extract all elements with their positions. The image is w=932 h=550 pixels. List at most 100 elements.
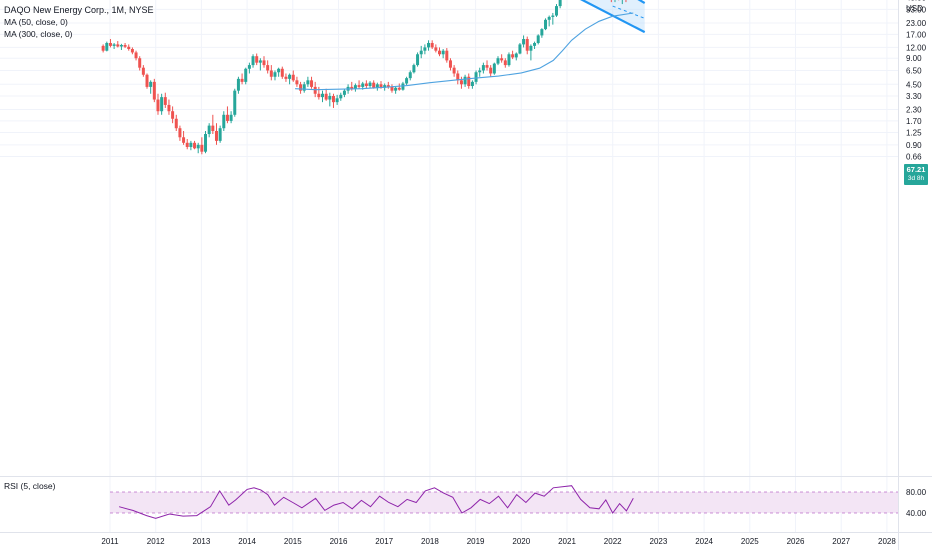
ma300-legend[interactable]: MA (300, close, 0) bbox=[4, 29, 73, 39]
last-price-value: 67.21 bbox=[906, 165, 926, 174]
ma50-legend[interactable]: MA (50, close, 0) bbox=[4, 17, 68, 27]
candle bbox=[459, 76, 463, 89]
candle bbox=[225, 106, 229, 124]
candle bbox=[529, 44, 533, 61]
candle-body bbox=[295, 80, 299, 85]
time-axis-label: 2028 bbox=[878, 537, 896, 546]
candle bbox=[247, 62, 251, 74]
candle bbox=[185, 139, 189, 150]
candle bbox=[452, 65, 456, 77]
candle-body bbox=[299, 84, 303, 91]
candle bbox=[614, 0, 616, 3]
symbol-title[interactable]: DAQO New Energy Corp., 1M, NYSE bbox=[4, 5, 154, 15]
candle bbox=[108, 39, 112, 48]
candle bbox=[375, 82, 379, 91]
candle-body bbox=[101, 45, 105, 51]
candle-body bbox=[405, 78, 409, 84]
candle bbox=[547, 15, 551, 27]
rsi-axis-label: 80.00 bbox=[906, 488, 927, 497]
candle-body bbox=[178, 128, 182, 138]
candle-body bbox=[448, 60, 452, 68]
price-axis[interactable]: 720.00520.00380.00280.00200.00150.00110.… bbox=[906, 0, 931, 161]
candle bbox=[149, 80, 153, 94]
candle bbox=[299, 81, 303, 94]
candle-body bbox=[368, 82, 372, 87]
candle-body bbox=[182, 137, 186, 143]
candle-body bbox=[127, 46, 131, 50]
candle-body bbox=[423, 47, 427, 51]
candle bbox=[160, 93, 164, 115]
candle bbox=[405, 76, 409, 86]
candle bbox=[463, 74, 467, 87]
candle bbox=[284, 73, 288, 82]
candle-body bbox=[291, 74, 295, 81]
candle-body bbox=[401, 83, 405, 90]
rsi-axis[interactable]: 80.00 40.00 bbox=[906, 488, 927, 518]
candle-body bbox=[123, 44, 127, 47]
candle-body bbox=[247, 65, 251, 69]
candle-body bbox=[507, 54, 511, 66]
candle-body bbox=[485, 65, 489, 68]
time-axis-label: 2021 bbox=[558, 537, 576, 546]
candle bbox=[156, 93, 160, 115]
candle bbox=[625, 0, 627, 3]
time-axis-label: 2023 bbox=[650, 537, 668, 546]
candle-body bbox=[478, 70, 482, 73]
channel-fill[interactable] bbox=[563, 0, 645, 33]
rsi-axis-label: 40.00 bbox=[906, 509, 927, 518]
candle-body bbox=[383, 85, 387, 88]
time-axis[interactable]: 2011 2012 2013 2014 2015 2016 2017 2018 2019 2020… bbox=[101, 537, 896, 546]
candle bbox=[467, 73, 471, 89]
price-axis-label: 1.25 bbox=[906, 128, 922, 137]
candle bbox=[386, 81, 390, 89]
candle-body bbox=[430, 42, 434, 48]
candle bbox=[255, 53, 259, 66]
candle bbox=[364, 80, 368, 89]
candle bbox=[485, 60, 489, 71]
candle-body bbox=[310, 80, 314, 87]
candle-body bbox=[379, 84, 383, 88]
price-axis-label: 23.00 bbox=[906, 19, 927, 28]
candle-body bbox=[419, 50, 423, 55]
candle-body bbox=[171, 111, 175, 119]
candle bbox=[456, 70, 460, 85]
candle bbox=[288, 73, 292, 85]
rsi-legend[interactable]: RSI (5, close) bbox=[4, 481, 56, 491]
candle bbox=[522, 35, 526, 48]
last-price-tag: 67.21 3d 8h bbox=[904, 164, 928, 185]
time-axis-label: 2011 bbox=[101, 537, 119, 546]
candle bbox=[130, 47, 134, 55]
candle bbox=[171, 106, 175, 124]
candle-body bbox=[529, 45, 533, 51]
candle-body bbox=[211, 125, 215, 132]
channel-lower-line[interactable] bbox=[563, 0, 646, 34]
candle bbox=[277, 67, 281, 77]
candle-countdown: 3d 8h bbox=[907, 175, 925, 182]
price-axis-label: 0.66 bbox=[906, 152, 922, 161]
candle-body bbox=[214, 131, 218, 141]
candle bbox=[240, 73, 244, 85]
candle-body bbox=[112, 44, 116, 46]
candle bbox=[178, 125, 182, 141]
time-axis-label: 2022 bbox=[604, 537, 622, 546]
candle-body bbox=[533, 42, 537, 46]
candle-body bbox=[251, 56, 255, 66]
candle bbox=[441, 49, 445, 59]
candle-body bbox=[225, 114, 229, 121]
candle bbox=[112, 42, 116, 50]
candle-body bbox=[342, 90, 346, 95]
candle bbox=[258, 58, 262, 71]
candle-body bbox=[544, 19, 548, 30]
time-axis-label: 2014 bbox=[238, 537, 256, 546]
price-axis-label: 4.50 bbox=[906, 80, 922, 89]
candle bbox=[222, 111, 226, 132]
price-axis-label: 45.00 bbox=[906, 0, 927, 3]
candle-body bbox=[434, 47, 438, 51]
candle-body bbox=[514, 53, 518, 58]
candle bbox=[331, 93, 335, 108]
time-axis-label: 2016 bbox=[330, 537, 348, 546]
time-axis-label: 2026 bbox=[787, 537, 805, 546]
candle-body bbox=[116, 44, 120, 47]
candle-body bbox=[481, 65, 485, 71]
